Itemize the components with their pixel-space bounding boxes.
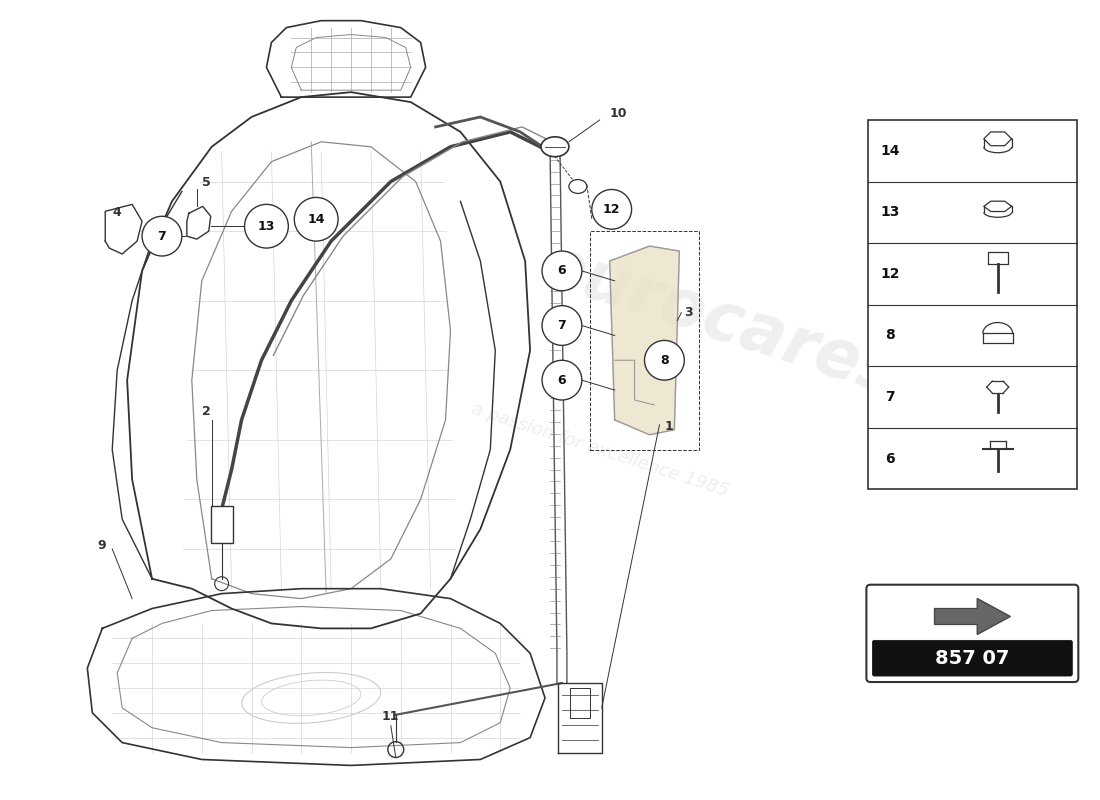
Text: eurocares: eurocares	[531, 231, 906, 410]
Polygon shape	[609, 246, 680, 434]
Polygon shape	[187, 206, 211, 239]
Text: 12: 12	[880, 267, 900, 281]
Text: 3: 3	[684, 306, 693, 318]
Text: 5: 5	[201, 177, 210, 190]
Text: 857 07: 857 07	[935, 649, 1010, 668]
Circle shape	[142, 216, 182, 256]
Text: 12: 12	[603, 203, 620, 216]
Text: 9: 9	[97, 539, 106, 552]
Text: 10: 10	[609, 107, 627, 120]
Text: 8: 8	[886, 329, 895, 342]
Circle shape	[542, 360, 582, 400]
Text: 7: 7	[558, 319, 566, 332]
Text: 6: 6	[558, 374, 566, 386]
Text: 2: 2	[201, 405, 210, 418]
Ellipse shape	[541, 137, 569, 157]
Polygon shape	[935, 598, 1010, 634]
Bar	[868, 120, 1077, 490]
Text: 14: 14	[880, 144, 900, 158]
FancyBboxPatch shape	[867, 585, 1078, 682]
FancyBboxPatch shape	[211, 506, 232, 543]
Text: a passion for excellence 1985: a passion for excellence 1985	[469, 399, 730, 500]
Text: 13: 13	[257, 220, 275, 233]
FancyBboxPatch shape	[872, 640, 1072, 676]
Text: 8: 8	[660, 354, 669, 366]
Ellipse shape	[569, 179, 586, 194]
Text: 1: 1	[664, 420, 673, 433]
Circle shape	[592, 190, 631, 229]
Polygon shape	[106, 204, 142, 254]
Text: 6: 6	[558, 265, 566, 278]
Text: 13: 13	[881, 206, 900, 219]
Text: 14: 14	[307, 213, 324, 226]
Text: 7: 7	[157, 230, 166, 242]
Circle shape	[645, 341, 684, 380]
Text: 11: 11	[382, 710, 399, 722]
Text: 4: 4	[112, 206, 121, 219]
Text: 7: 7	[886, 390, 895, 404]
Circle shape	[295, 198, 338, 241]
Circle shape	[542, 306, 582, 346]
Circle shape	[542, 251, 582, 290]
Text: 6: 6	[886, 451, 895, 466]
Circle shape	[244, 204, 288, 248]
